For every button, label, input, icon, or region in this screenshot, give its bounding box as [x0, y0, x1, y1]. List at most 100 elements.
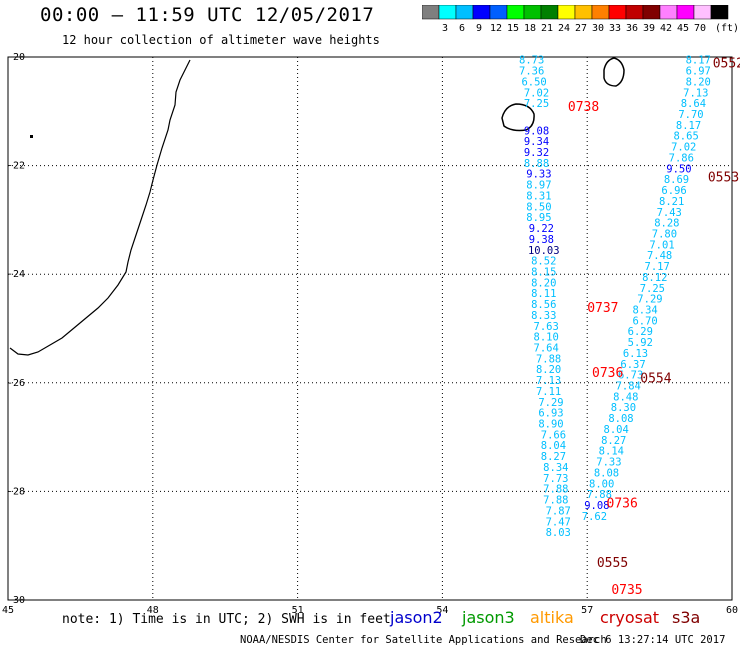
wave-height-value: 8.33: [531, 310, 556, 322]
wave-height-value: 7.33: [596, 457, 621, 469]
wave-height-value: 9.08: [584, 500, 609, 512]
scale-label: 30: [592, 23, 604, 34]
wave-height-value: 9.33: [526, 169, 551, 181]
wave-height-value: 8.17: [676, 120, 701, 132]
scale-label: 21: [541, 23, 553, 34]
scale-label: 45: [677, 23, 689, 34]
footer-note: note: 1) Time is in UTC; 2) SWH is in fe…: [62, 612, 391, 627]
latitude-tick-label: -20: [7, 52, 25, 63]
wave-height-value: 9.34: [524, 136, 549, 148]
wave-height-value: 8.48: [613, 391, 638, 403]
wave-height-value: 7.13: [536, 375, 561, 387]
wave-height-value: 7.88: [543, 484, 568, 496]
scale-label: 18: [524, 23, 536, 34]
scale-label: 70: [694, 23, 706, 34]
wave-height-value: 8.97: [526, 180, 551, 192]
scale-unit: (ft): [715, 23, 737, 34]
satellite-label-s3a: s3a: [672, 608, 701, 627]
wave-height-value: 8.20: [686, 76, 711, 88]
scale-label: 6: [459, 23, 465, 34]
wave-height-value: 7.63: [534, 321, 559, 333]
wave-height-value: 8.34: [632, 304, 657, 316]
wave-height-value: 7.86: [669, 152, 694, 164]
wave-height-value: 8.11: [531, 288, 556, 300]
wave-height-value: 7.29: [637, 294, 662, 306]
wave-height-value: 7.88: [536, 353, 561, 365]
wave-height-value: 7.36: [519, 66, 544, 78]
latitude-tick-label: -22: [7, 161, 25, 172]
wave-height-value: 8.03: [546, 527, 571, 539]
scale-label: 9: [476, 23, 482, 34]
small-island: [30, 135, 33, 138]
color-scale: 3 6 9 12 15 18 21 24 27 30 33 36 39 42 45 70 (ft): [422, 5, 737, 34]
wave-height-value: 8.90: [538, 419, 563, 431]
wave-height-value: 7.62: [582, 511, 607, 523]
map-frame: [7, 56, 733, 601]
wave-height-value: 7.25: [640, 283, 665, 295]
wave-height-value: 7.13: [683, 87, 708, 99]
longitude-tick-label: 48: [147, 605, 159, 616]
credit-line: NOAA/NESDIS Center for Satellite Applica…: [240, 634, 607, 646]
pass-time-label: 0735: [611, 583, 642, 598]
wave-height-value: 6.29: [628, 326, 653, 338]
wave-height-value: 8.69: [664, 174, 689, 186]
wave-height-value: 8.20: [536, 364, 561, 376]
wave-height-value: 7.87: [546, 505, 571, 517]
pass-time-label: 0738: [568, 100, 599, 115]
wave-height-value: 8.95: [526, 212, 551, 224]
wave-height-value: 8.10: [534, 332, 559, 344]
scale-label: 42: [660, 23, 672, 34]
satellite-label-cryosat: cryosat: [600, 608, 660, 627]
pass-time-label: 0555: [597, 556, 628, 571]
wave-height-value: 7.17: [645, 261, 670, 273]
madagascar-coastline: [9, 59, 191, 356]
wave-height-value: 8.88: [524, 158, 549, 170]
wave-height-value: 8.50: [526, 201, 551, 213]
latitude-tick-label: -28: [7, 486, 25, 497]
wave-height-value: 7.11: [536, 386, 561, 398]
wave-height-value: 6.96: [661, 185, 686, 197]
wave-height-value: 8.20: [531, 277, 556, 289]
wave-height-value: 6.93: [538, 408, 563, 420]
scale-label: 15: [507, 23, 519, 34]
wave-height-value: 8.52: [531, 256, 556, 268]
wave-height-value: 8.31: [526, 190, 551, 202]
scale-label: 12: [490, 23, 502, 34]
pass-time-label: 0554: [640, 371, 671, 386]
wave-height-value: 7.02: [524, 87, 549, 99]
wave-height-value: 7.02: [671, 142, 696, 154]
wave-height-value: 8.14: [599, 446, 624, 458]
wave-height-value: 9.08: [524, 125, 549, 137]
map-subtitle: 12 hour collection of altimeter wave hei…: [62, 33, 380, 47]
satellite-label-altika: altika: [530, 608, 574, 627]
wave-height-value: 8.12: [642, 272, 667, 284]
wave-height-value: 6.70: [632, 315, 657, 327]
wave-height-value: 6.37: [620, 359, 645, 371]
satellite-label-jason3: jason3: [462, 608, 515, 627]
wave-height-value: 7.29: [538, 397, 563, 409]
latitude-tick-label: -26: [7, 378, 25, 389]
scale-label: 36: [626, 23, 638, 34]
wave-height-value: 8.08: [608, 413, 633, 425]
wave-height-value: 8.17: [686, 55, 711, 67]
wave-height-value: 8.30: [611, 402, 636, 414]
pass-time-label: 0552: [713, 56, 740, 71]
wave-height-value: 7.43: [657, 207, 682, 219]
wave-height-value: 8.21: [659, 196, 684, 208]
scale-label: 39: [643, 23, 655, 34]
generation-date: Dec 6 13:27:14 UTC 2017: [580, 634, 726, 646]
wave-height-value: 8.64: [681, 98, 706, 110]
wave-height-value: 8.56: [531, 299, 556, 311]
scale-label: 24: [558, 23, 570, 34]
scale-label: 33: [609, 23, 621, 34]
wave-height-value: 8.28: [654, 218, 679, 230]
scale-swatch: [710, 5, 729, 20]
pass-time-label: 0736: [592, 366, 623, 381]
scale-label: 3: [442, 23, 448, 34]
satellite-label-jason2: jason2: [390, 608, 443, 627]
wave-height-value: 7.25: [524, 98, 549, 110]
pass-time-label: 0553: [708, 170, 739, 185]
pass-time-label: 0737: [587, 301, 618, 316]
wave-height-value: 7.88: [587, 489, 612, 501]
